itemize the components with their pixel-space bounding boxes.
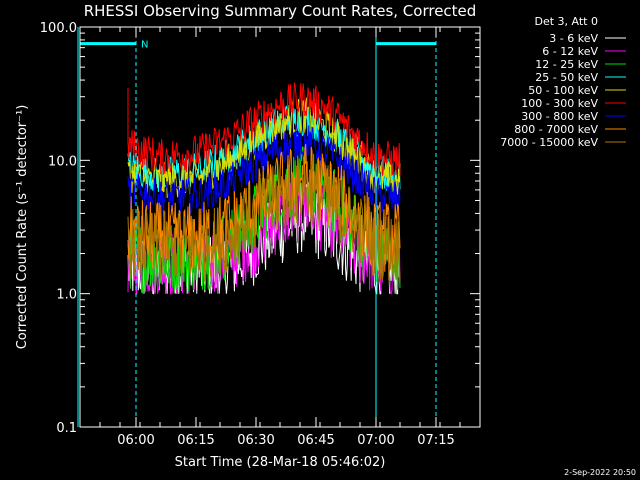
series-7000-15000keV-line — [127, 155, 401, 283]
event-markers: N — [77, 27, 437, 427]
x-tick-label-0: 06:00 — [117, 433, 154, 448]
x-axis-label: Start Time (28-Mar-18 05:46:02) — [175, 455, 386, 470]
axes: 0.1 1.0 10.0 100.0 06:00 06:15 06:30 06:45 07:00… — [40, 21, 481, 448]
footer-date: 2-Sep-2022 20:50 — [564, 468, 636, 477]
legend-entry-0: 3 - 6 keV — [549, 32, 598, 45]
y-tick-label-3: 100.0 — [40, 21, 77, 36]
event-label-0: N — [141, 40, 148, 51]
y-axis-label: Corrected Count Rate (s⁻¹ detector⁻¹) — [15, 105, 30, 350]
y-tick-label-2: 10.0 — [48, 154, 77, 169]
series-800-7000keV-line — [127, 143, 401, 275]
series-300-800keV-line — [127, 124, 401, 217]
legend-entry-8: 7000 - 15000 keV — [500, 136, 598, 149]
x-tick-label-5: 07:15 — [417, 433, 454, 448]
y-tick-label-1: 1.0 — [56, 288, 77, 303]
legend-entry-5: 100 - 300 keV — [521, 97, 598, 110]
legend-entry-3: 25 - 50 keV — [535, 71, 598, 84]
legend-entry-4: 50 - 100 keV — [528, 84, 598, 97]
chart-title: RHESSI Observing Summary Count Rates, Co… — [84, 2, 477, 20]
x-tick-label-4: 07:00 — [357, 433, 394, 448]
legend-entry-1: 6 - 12 keV — [542, 45, 598, 58]
series-50-100keV-line — [127, 97, 401, 199]
x-tick-label-1: 06:15 — [177, 433, 214, 448]
legend-entry-2: 12 - 25 keV — [535, 58, 598, 71]
series-layer — [127, 82, 401, 295]
legend-header: Det 3, Att 0 — [535, 15, 599, 28]
x-tick-label-2: 06:30 — [237, 433, 274, 448]
series-100-300keV-line — [127, 82, 401, 177]
legend-entry-6: 300 - 800 keV — [521, 110, 598, 123]
y-tick-label-0: 0.1 — [56, 421, 77, 436]
x-tick-label-3: 06:45 — [297, 433, 334, 448]
legend-entry-7: 800 - 7000 keV — [514, 123, 598, 136]
